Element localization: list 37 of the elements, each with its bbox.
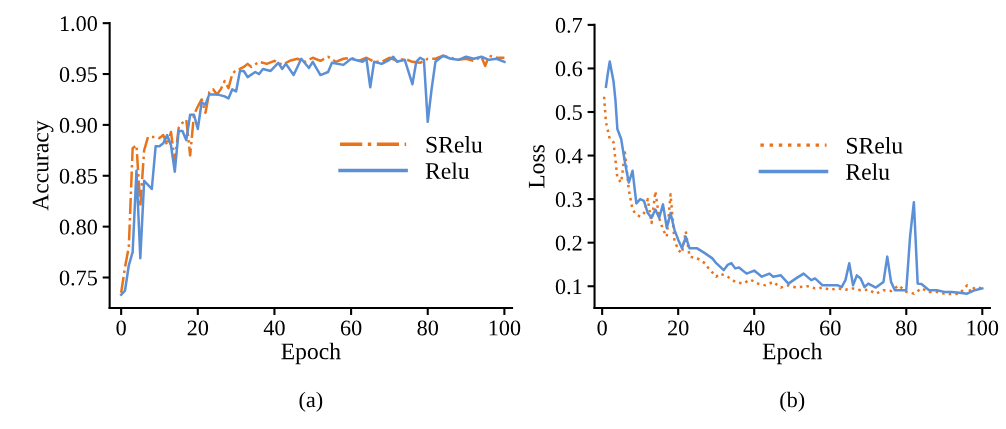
legend-label: Relu (425, 162, 470, 180)
x-tick-label: 100 (489, 320, 521, 336)
x-tick-label: 80 (896, 320, 917, 336)
y-tick-label: 0.75 (59, 270, 97, 286)
x-tick-label: 0 (597, 320, 607, 336)
y-tick-label: 0.4 (555, 148, 583, 164)
y-tick-label: 0.2 (555, 235, 582, 251)
legend-label: Relu (846, 163, 890, 180)
legend-label: SRelu (846, 137, 903, 154)
y-tick-label: 0.7 (555, 17, 583, 33)
x-tick-label: 80 (417, 320, 439, 336)
text: (b) (780, 391, 805, 412)
x-tick-label: 0 (116, 320, 126, 336)
y-tick-label: 0.1 (555, 279, 582, 295)
y-axis-title: Loss (528, 145, 545, 189)
legend-label: SRelu (426, 136, 483, 153)
x-tick-label: 100 (967, 320, 999, 336)
x-tick-label: 20 (668, 320, 689, 336)
x-tick-label: 40 (263, 320, 285, 336)
line-series (602, 95, 984, 296)
x-axis-title: Epoch (281, 342, 341, 365)
y-axis-title: Accuracy (32, 120, 54, 211)
y-tick-label: 0.3 (555, 192, 582, 208)
x-axis-title: Epoch (762, 342, 823, 365)
y-tick-label: 0.95 (59, 66, 97, 83)
y-tick-label: 0.85 (59, 168, 97, 184)
y-tick-label: 0.90 (59, 117, 97, 133)
y-tick-label: 0.5 (555, 104, 582, 121)
x-tick-label: 60 (340, 320, 362, 336)
text: (a) (299, 391, 323, 412)
y-tick-label: 0.80 (59, 219, 97, 235)
y-tick-label: 1.00 (60, 16, 97, 32)
x-tick-label: 20 (187, 320, 209, 336)
x-tick-label: 40 (743, 320, 765, 336)
x-tick-label: 60 (820, 320, 841, 336)
line-series (604, 60, 984, 295)
y-tick-label: 0.6 (555, 61, 583, 77)
